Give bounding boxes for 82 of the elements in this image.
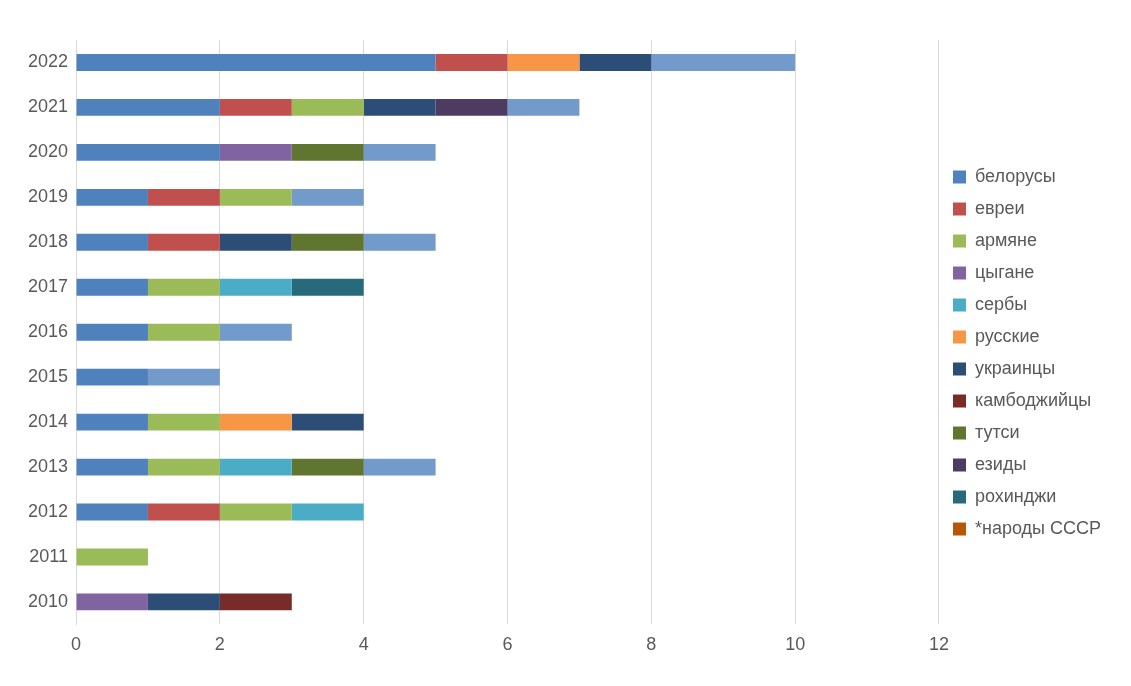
bar <box>76 278 148 296</box>
bar <box>219 458 292 476</box>
bar <box>147 503 220 521</box>
x-tick-label: 4 <box>358 634 369 655</box>
y-tick-label: 2014 <box>28 411 69 432</box>
bar <box>76 188 148 206</box>
legend-label: цыгане <box>974 261 1035 282</box>
y-tick-label: 2018 <box>28 231 69 252</box>
bar <box>219 503 292 521</box>
bar <box>219 323 292 341</box>
bar <box>76 54 436 71</box>
bar <box>219 188 292 206</box>
bar <box>147 278 220 296</box>
bar <box>147 458 220 476</box>
bar <box>76 503 148 521</box>
x-tick-label: 2 <box>214 634 225 655</box>
bar <box>363 233 436 251</box>
bar <box>507 54 580 71</box>
bar <box>579 54 652 71</box>
bar <box>147 323 220 341</box>
x-tick-label: 12 <box>928 634 949 655</box>
legend-label: армяне <box>974 229 1038 250</box>
legend-label: рохинджи <box>974 485 1057 506</box>
bar <box>363 458 436 476</box>
bar <box>76 548 148 566</box>
legend-label: камбоджийцы <box>974 389 1092 410</box>
bar <box>291 458 364 476</box>
bar <box>76 99 220 116</box>
legend-label: *народы СССР <box>974 517 1101 538</box>
legend-label: евреи <box>974 197 1025 218</box>
bar <box>76 593 148 611</box>
y-tick-label: 2011 <box>29 545 69 566</box>
bar <box>76 143 220 161</box>
legend-label: украинцы <box>974 357 1056 378</box>
bar <box>219 143 292 161</box>
bar <box>76 323 148 341</box>
bar <box>291 233 364 251</box>
bar <box>76 458 148 476</box>
bar <box>219 413 292 431</box>
bar <box>291 413 364 431</box>
bar <box>435 54 508 71</box>
y-tick-label: 2022 <box>28 51 69 72</box>
bar <box>651 54 796 71</box>
bar <box>291 188 364 206</box>
x-tick-label: 6 <box>502 634 513 655</box>
legend-label: белорусы <box>974 165 1056 186</box>
x-tick-label: 10 <box>785 634 806 655</box>
bar <box>76 413 148 431</box>
bar <box>219 233 292 251</box>
bar <box>219 99 292 116</box>
x-tick-label: 8 <box>646 634 657 655</box>
bar <box>507 99 580 116</box>
bar <box>363 99 436 116</box>
y-tick-label: 2013 <box>28 456 69 477</box>
bar <box>291 99 364 116</box>
bar <box>291 143 364 161</box>
y-tick-label: 2012 <box>28 500 69 521</box>
y-tick-label: 2021 <box>28 96 69 117</box>
y-tick-label: 2019 <box>28 186 69 207</box>
legend-label: русские <box>974 325 1040 346</box>
bar <box>147 368 220 386</box>
legend-label: езиды <box>974 453 1027 474</box>
bar <box>147 413 220 431</box>
bar <box>147 593 220 611</box>
bar <box>291 503 364 521</box>
bar <box>76 233 148 251</box>
y-tick-label: 2016 <box>28 321 69 342</box>
y-tick-label: 2015 <box>28 366 69 387</box>
bar <box>147 188 220 206</box>
y-tick-label: 2020 <box>28 141 69 162</box>
y-tick-label: 2010 <box>28 590 69 611</box>
legend-label: тутси <box>974 421 1020 442</box>
bar <box>363 143 436 161</box>
bar <box>219 278 292 296</box>
y-tick-label: 2017 <box>28 276 69 297</box>
bar <box>76 368 148 386</box>
x-tick-label: 0 <box>71 634 82 655</box>
bar <box>291 278 364 296</box>
bar <box>219 593 292 611</box>
bar <box>147 233 220 251</box>
legend-label: сербы <box>974 293 1028 314</box>
bar <box>435 99 508 116</box>
